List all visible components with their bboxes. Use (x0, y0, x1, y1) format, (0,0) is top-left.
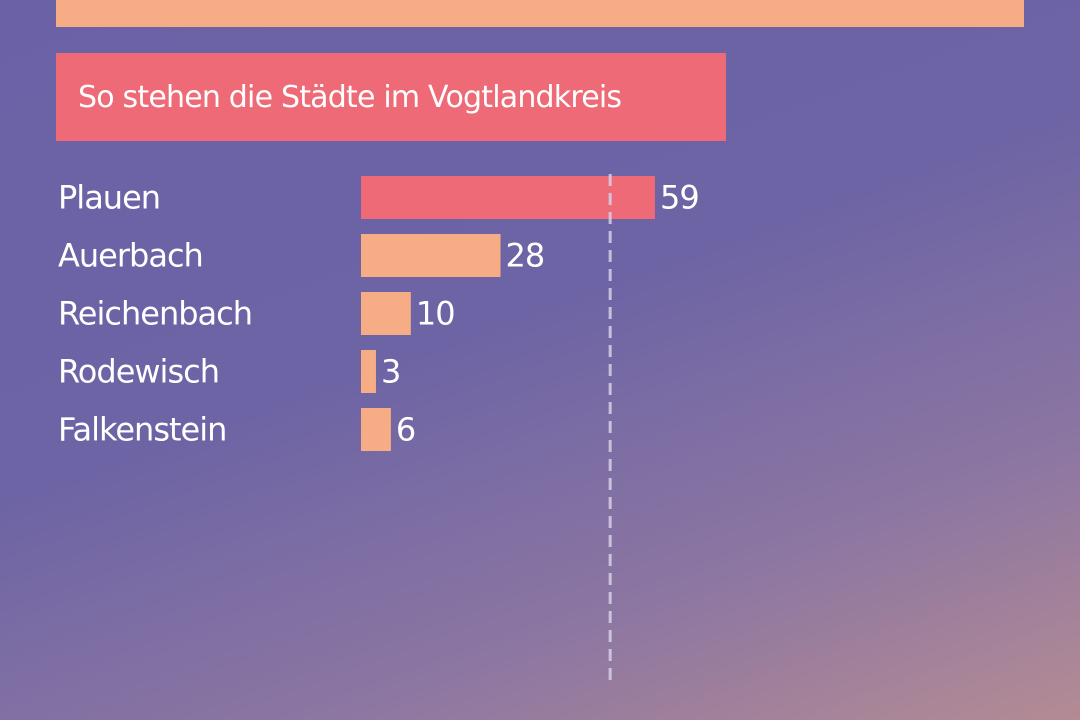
category-label: Plauen (58, 179, 160, 217)
category-label: Rodewisch (58, 353, 219, 391)
bar (361, 292, 411, 335)
bar (361, 176, 655, 219)
chart-title-box: So stehen die Städte im Vogtlandkreis (56, 53, 726, 141)
top-banner (56, 0, 1024, 27)
value-label: 59 (660, 179, 699, 217)
bar (361, 350, 376, 393)
category-label: Auerbach (58, 237, 203, 275)
category-label: Reichenbach (58, 295, 252, 333)
value-label: 6 (396, 411, 415, 449)
category-label: Falkenstein (58, 411, 226, 449)
bar (361, 234, 501, 277)
value-label: 10 (416, 295, 455, 333)
chart-title: So stehen die Städte im Vogtlandkreis (78, 79, 622, 115)
value-label: 3 (381, 353, 400, 391)
bar (361, 408, 391, 451)
value-label: 28 (506, 237, 545, 275)
